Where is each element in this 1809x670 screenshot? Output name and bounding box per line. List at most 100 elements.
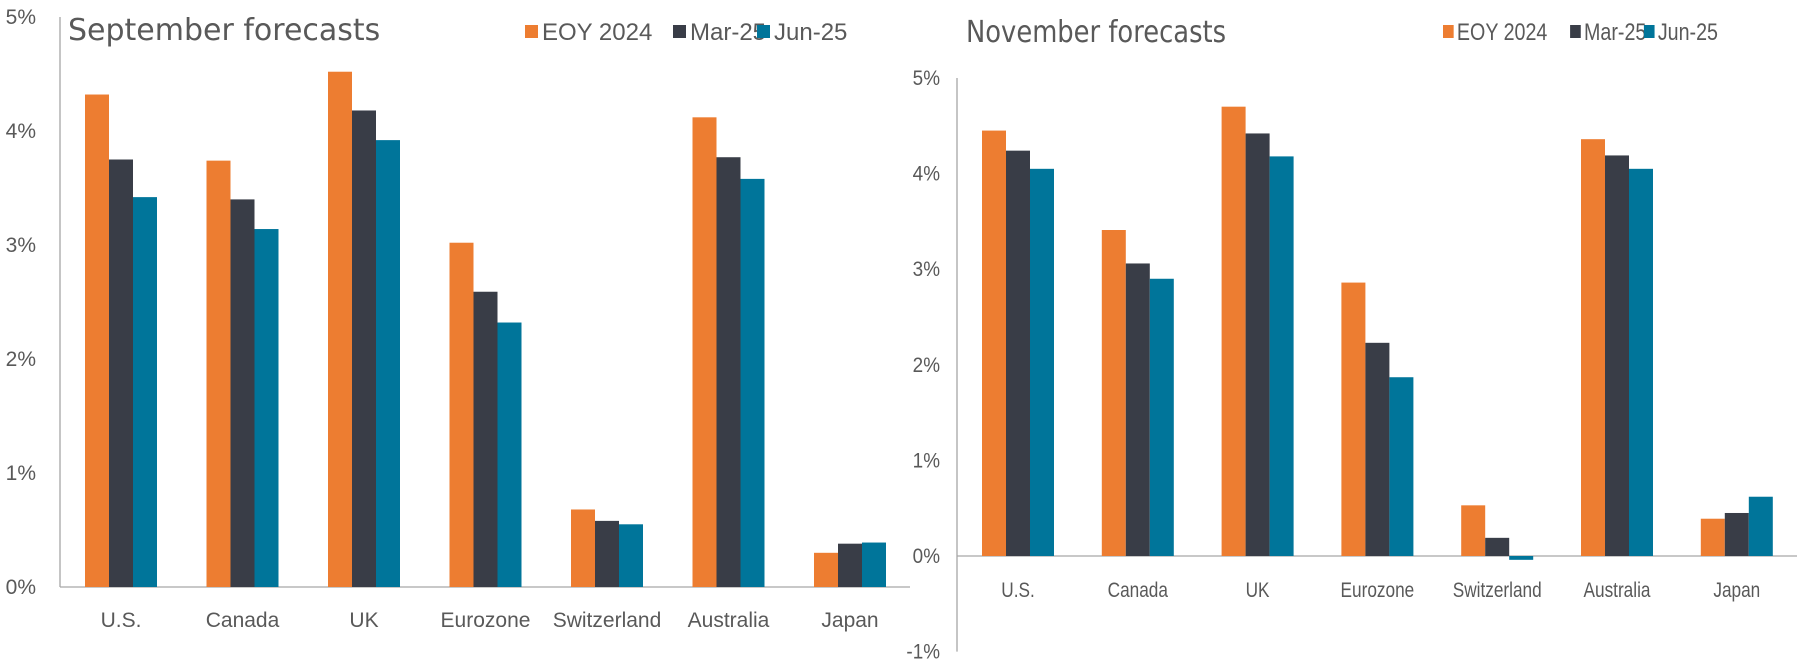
legend-label: EOY 2024 (1457, 18, 1547, 45)
y-tick-label: 1% (6, 462, 36, 485)
bar-group-australia (692, 117, 765, 587)
bar-uk-mar-25 (1245, 133, 1270, 556)
bar-canada-jun-25 (254, 229, 279, 588)
y-tick-label: 5% (913, 67, 941, 90)
bar-eurozone-jun-25 (1389, 377, 1414, 556)
bar-uk-jun-25 (376, 140, 400, 587)
bar-group-switzerland (1461, 505, 1534, 560)
bar-japan-jun-25 (862, 542, 886, 587)
x-tick-label: U.S. (1001, 580, 1034, 603)
x-tick-label: Canada (206, 609, 280, 632)
bar-eurozone-eoy-2024 (449, 242, 474, 587)
bar-group-japan (1700, 496, 1773, 556)
bar-uk-eoy-2024 (328, 71, 352, 588)
y-tick-label: 2% (913, 354, 941, 377)
bar-canada-eoy-2024 (206, 160, 231, 587)
bar-japan-mar-25 (838, 543, 862, 587)
bar-u-s-jun-25 (133, 197, 157, 587)
bar-group-canada (206, 160, 279, 588)
legend-item-jun-25: Jun-25 (757, 19, 847, 46)
x-tick-label: Canada (1108, 580, 1169, 603)
legend-swatch (1643, 25, 1655, 38)
legend-item-eoy-2024: EOY 2024 (1443, 18, 1547, 45)
bar-u-s-mar-25 (1006, 150, 1030, 556)
x-tick-label: Japan (821, 609, 878, 632)
bar-group-eurozone (1341, 282, 1414, 556)
x-tick-label: UK (349, 609, 378, 632)
x-tick-label: Eurozone (1341, 580, 1415, 603)
x-tick-label: Eurozone (441, 609, 531, 632)
legend-swatch (757, 25, 770, 38)
legend-item-mar-25: Mar-25 (1570, 18, 1646, 45)
bar-group-u-s (982, 130, 1054, 556)
chart-title: September forecasts (68, 13, 380, 48)
bar-eurozone-eoy-2024 (1341, 282, 1366, 556)
bar-switzerland-eoy-2024 (1461, 505, 1486, 556)
bar-australia-mar-25 (716, 157, 741, 587)
bar-australia-mar-25 (1605, 155, 1629, 556)
x-tick-label: Australia (1584, 580, 1651, 603)
legend-swatch (1570, 25, 1581, 38)
y-tick-label: 3% (913, 258, 941, 281)
bar-japan-mar-25 (1724, 512, 1749, 556)
legend-item-eoy-2024: EOY 2024 (525, 19, 652, 46)
y-tick-label: 1% (913, 450, 941, 473)
bar-u-s-eoy-2024 (982, 130, 1006, 556)
september-forecasts-chart: 0% 1% 2% 3% 4% 5% U.S. Canada UK Eurozone Switzerl… (6, 6, 910, 632)
bar-eurozone-mar-25 (473, 291, 498, 587)
bar-switzerland-jun-25 (1509, 556, 1534, 560)
bar-japan-eoy-2024 (1700, 518, 1725, 556)
bar-australia-jun-25 (1629, 168, 1653, 556)
bar-u-s-mar-25 (109, 159, 133, 587)
bar-group-canada (1101, 230, 1174, 556)
legend-label: Mar-25 (690, 19, 766, 46)
bar-group-uk (1221, 106, 1294, 557)
bar-eurozone-mar-25 (1365, 342, 1390, 556)
bar-group-switzerland (571, 509, 643, 587)
bar-canada-jun-25 (1149, 278, 1174, 556)
bar-switzerland-eoy-2024 (571, 509, 595, 587)
y-tick-label: 4% (6, 120, 36, 143)
bar-group-uk (328, 71, 400, 588)
legend: EOY 2024 Mar-25 Jun-25 (1443, 18, 1718, 45)
bar-switzerland-jun-25 (619, 524, 643, 587)
bar-canada-eoy-2024 (1101, 230, 1126, 556)
bar-uk-mar-25 (352, 110, 376, 587)
y-tick-label: 4% (913, 163, 941, 186)
bar-australia-jun-25 (740, 178, 765, 587)
bar-eurozone-jun-25 (497, 322, 522, 587)
y-tick-label: 2% (6, 348, 36, 371)
y-tick-label: 0% (913, 545, 941, 568)
legend-label: EOY 2024 (542, 19, 652, 46)
bar-canada-mar-25 (230, 199, 255, 587)
x-tick-label: UK (1246, 580, 1270, 603)
legend-label: Jun-25 (774, 19, 847, 46)
chart-title: November forecasts (966, 14, 1226, 49)
y-tick-label: -1% (906, 641, 940, 664)
bar-group-eurozone (449, 242, 522, 587)
bar-australia-eoy-2024 (692, 117, 717, 587)
bar-switzerland-mar-25 (595, 520, 619, 587)
x-tick-label: Japan (1713, 580, 1760, 603)
legend-item-jun-25: Jun-25 (1643, 18, 1718, 45)
legend-swatch (525, 25, 538, 38)
legend-swatch (673, 25, 686, 38)
x-tick-label: U.S. (101, 609, 142, 632)
bar-group-u-s (85, 94, 157, 588)
bar-uk-jun-25 (1269, 156, 1294, 556)
bar-u-s-eoy-2024 (85, 94, 109, 588)
legend-label: Jun-25 (1658, 18, 1718, 45)
bar-group-australia (1581, 139, 1653, 556)
legend-label: Mar-25 (1584, 18, 1646, 45)
x-tick-label: Australia (688, 609, 770, 632)
bar-uk-eoy-2024 (1221, 106, 1246, 557)
bar-u-s-jun-25 (1030, 168, 1054, 556)
x-tick-label: Switzerland (1453, 580, 1542, 603)
x-tick-label: Switzerland (553, 609, 662, 632)
legend-item-mar-25: Mar-25 (673, 19, 766, 46)
bar-switzerland-mar-25 (1485, 537, 1510, 556)
y-tick-label: 0% (6, 576, 36, 599)
bar-japan-jun-25 (1748, 496, 1773, 556)
bar-group-japan (814, 542, 886, 587)
